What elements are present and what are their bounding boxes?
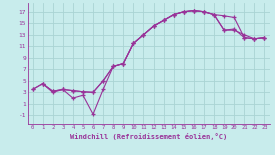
X-axis label: Windchill (Refroidissement éolien,°C): Windchill (Refroidissement éolien,°C): [70, 133, 227, 140]
